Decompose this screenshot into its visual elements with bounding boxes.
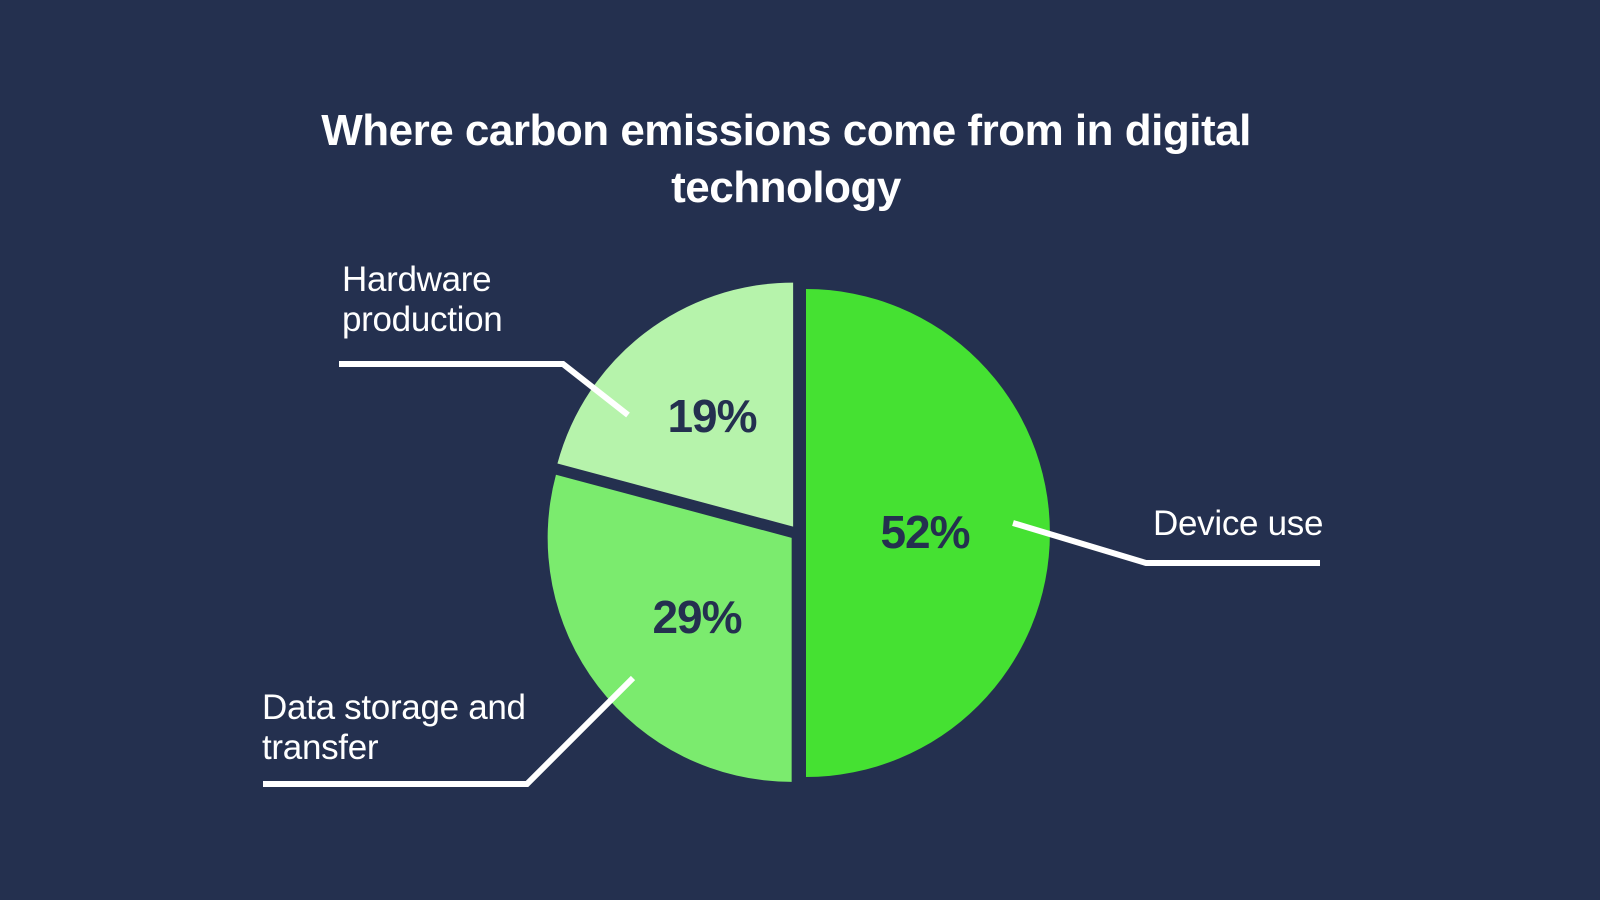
category-label-hardware-production: Hardware production — [342, 260, 503, 339]
leader-line-device-use — [1012, 520, 1320, 566]
chart-title: Where carbon emissions come from in digi… — [321, 106, 1251, 212]
value-label-device-use: 52% — [880, 506, 970, 558]
value-label-data-storage-and-transfer: 29% — [652, 591, 742, 643]
category-label-data-storage-and-transfer: Data storage and transfer — [262, 688, 526, 767]
value-label-hardware-production: 19% — [667, 390, 757, 442]
category-label-device-use: Device use — [1153, 504, 1324, 543]
leader-line-data-storage-and-transfer — [263, 675, 636, 787]
pie-slice-data-storage-and-transfer — [547, 474, 792, 782]
leader-line-hardware-production — [339, 361, 630, 418]
pie-slice-hardware-production — [557, 282, 794, 527]
pie-slice-device-use — [806, 289, 1050, 777]
